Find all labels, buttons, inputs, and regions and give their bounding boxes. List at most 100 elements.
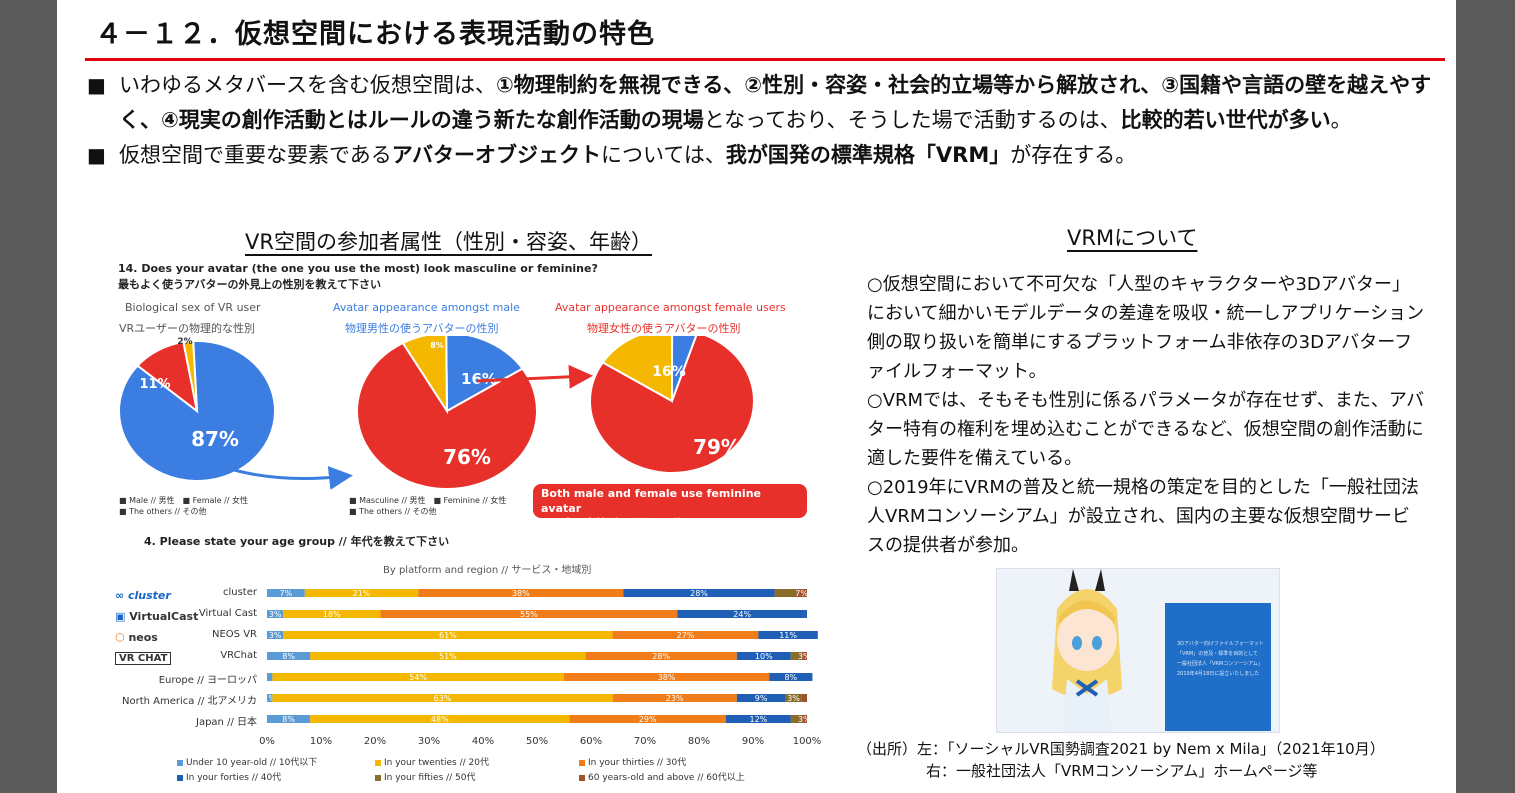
callout-box: Both male and female use feminine avatar… bbox=[533, 484, 807, 530]
pie2-legend: ■ Masculine // 男性 ■ Feminine // 女性 bbox=[349, 496, 507, 505]
legend-swatch bbox=[177, 759, 183, 766]
page-title: ４－１２．仮想空間における表現活動の特色 bbox=[95, 19, 655, 50]
age-bar-segment bbox=[785, 694, 802, 702]
age-bar-segment bbox=[310, 715, 570, 723]
age-row-label: Virtual Cast bbox=[198, 608, 257, 619]
age-bar-segment bbox=[310, 652, 586, 660]
pie2-title-en: Avatar appearance amongst male bbox=[333, 301, 520, 314]
callout-ja: 男も女も女性型アバターを使う bbox=[541, 517, 695, 530]
age-bar-label: 38% bbox=[512, 589, 530, 598]
age-bar-label: 27% bbox=[677, 631, 695, 640]
age-bar-label: 10% bbox=[755, 652, 773, 661]
pie-label: 87% bbox=[191, 427, 239, 451]
pie1-title-en: Biological sex of VR user bbox=[125, 301, 261, 314]
x-tick-label: 80% bbox=[688, 736, 710, 747]
pie-slice bbox=[601, 336, 674, 403]
age-row-label: North America // 北アメリカ bbox=[122, 696, 257, 707]
age-bar-segment bbox=[267, 673, 273, 681]
x-tick-label: 30% bbox=[418, 736, 440, 747]
arrow-blue bbox=[196, 454, 353, 490]
age-bar-label: 3% bbox=[787, 694, 800, 703]
age-bar-segment bbox=[736, 652, 791, 660]
age-stacked-bars: 7% 21% 38% 28% 7% 3% 18% 55% 24% 3% 61% 27% 11% 8% 51%… bbox=[259, 589, 822, 747]
age-bar-segment bbox=[267, 589, 305, 597]
callout-en: Both male and female use feminine avatar bbox=[541, 487, 761, 515]
pie-female-avatar: 5%79%16% bbox=[589, 336, 755, 474]
q14-ja: 最もよく使うアバターの外見上の性別を教えて下さい bbox=[118, 278, 382, 291]
vrm-item: ○2019年にVRMの普及と統一規格の策定を目的とした「一般社団法人VRMコンソ… bbox=[867, 477, 1419, 556]
pie-biological-sex: 87% 11% 2% bbox=[118, 337, 276, 482]
pie3-title-ja: 物理女性の使うアバターの性別 bbox=[587, 322, 741, 335]
cluster-logo-icon: ∞ bbox=[115, 589, 128, 602]
age-row-label: Europe // ヨーロッパ bbox=[158, 675, 257, 686]
age-bar-label: 7% bbox=[795, 589, 808, 598]
right-section-title: VRMについて bbox=[1067, 226, 1198, 250]
avatar-illustration-icon bbox=[997, 569, 1279, 732]
age-bar-label: 48% bbox=[431, 715, 449, 724]
age-row-label: Japan // 日本 bbox=[196, 717, 257, 728]
pie2-legend-others: ■ The others // その他 bbox=[349, 507, 437, 516]
age-bar-label: 3% bbox=[269, 610, 282, 619]
source-line-2: 右：一般社団法人「VRMコンソーシアム」ホームページ等 bbox=[926, 762, 1318, 780]
pie-label: 2% bbox=[177, 337, 192, 347]
age-bar-label: 8% bbox=[282, 715, 295, 724]
age-bar-label: 55% bbox=[520, 610, 538, 619]
age-legend-item: Under 10 year-old // 10代以下 bbox=[177, 755, 317, 768]
vrm-item: ○仮想空間において不可欠な「人型のキャラクターや3Dアバター」において細かいモデ… bbox=[867, 274, 1425, 382]
x-tick-label: 20% bbox=[364, 736, 386, 747]
legend-swatch bbox=[375, 774, 381, 781]
pie-male-avatar: 16% 76% 8% bbox=[356, 336, 538, 490]
age-bar-segment bbox=[612, 694, 737, 702]
age-bar-segment bbox=[272, 694, 613, 702]
x-tick-label: 10% bbox=[310, 736, 332, 747]
age-bar-label: 8% bbox=[784, 673, 797, 682]
age-chart-title: 4. Please state your age group // 年代を教えて… bbox=[144, 535, 450, 548]
age-bar-label: 63% bbox=[434, 694, 452, 703]
age-bar-segment bbox=[267, 715, 311, 723]
pie-charts: 87% 11% 2% 16%76%8% 5%79%16% bbox=[118, 336, 755, 490]
bullet-item: ■ 仮想空間で重要な要素であるアバターオブジェクトについては、我が国発の標準規格… bbox=[87, 138, 1447, 173]
age-row-label: cluster bbox=[222, 587, 257, 598]
age-bar-label: 51% bbox=[439, 652, 457, 661]
age-bar-label: 54% bbox=[409, 673, 427, 682]
age-bar-segment bbox=[418, 589, 624, 597]
age-bar-label: 28% bbox=[652, 652, 670, 661]
age-row-label: NEOS VR bbox=[212, 629, 257, 640]
left-section-title: VR空間の参加者属性（性別・容姿、年齢） bbox=[245, 230, 652, 254]
age-bar-segment bbox=[612, 631, 759, 639]
age-bar-segment bbox=[677, 610, 807, 618]
age-bar-segment bbox=[267, 694, 273, 702]
x-tick-label: 50% bbox=[526, 736, 548, 747]
age-legend-item: In your fifties // 50代 bbox=[375, 770, 476, 783]
pie-slice bbox=[445, 336, 525, 413]
x-tick-label: 0% bbox=[259, 736, 275, 747]
age-bar-label: 23% bbox=[666, 694, 684, 703]
pie1-legend-others: ■ The others // その他 bbox=[119, 507, 207, 516]
title-rule bbox=[85, 58, 1445, 61]
age-bar-label: 7% bbox=[280, 589, 293, 598]
age-legend-item: 60 years-old and above // 60代以上 bbox=[579, 770, 745, 783]
brand-vrchat: VR CHAT bbox=[115, 652, 172, 665]
x-tick-label: 100% bbox=[793, 736, 822, 747]
homepage-text: 3Dアバター向けファイルフォーマット 「VRM」の普及・標準を目的として 一般社… bbox=[1177, 641, 1264, 677]
pie-slice bbox=[182, 340, 198, 412]
age-chart-subtitle: By platform and region // サービス・地域別 bbox=[383, 565, 592, 576]
age-bar-label: 8% bbox=[282, 652, 295, 661]
bullet-list: ■ いわゆるメタバースを含む仮想空間は、①物理制約を無視できる、②性別・容姿・社… bbox=[87, 68, 1447, 173]
legend-swatch bbox=[177, 774, 183, 781]
vrm-homepage-image: 3Dアバター向けファイルフォーマット 「VRM」の普及・標準を目的として 一般社… bbox=[996, 568, 1280, 733]
pie-label: 11% bbox=[139, 377, 170, 392]
age-bar-label: 21% bbox=[353, 589, 371, 598]
brand-virtualcast: ▣ VirtualCast bbox=[115, 610, 199, 623]
survey-figure: 14. Does your avatar (the one you use th… bbox=[107, 258, 827, 793]
age-bar-segment bbox=[758, 631, 818, 639]
age-bar-label: 1% bbox=[263, 694, 276, 703]
x-tick-label: 60% bbox=[580, 736, 602, 747]
bullet-marker: ■ bbox=[87, 143, 106, 167]
age-bar-label: 12% bbox=[750, 715, 768, 724]
age-bar-label: 3% bbox=[269, 631, 282, 640]
q14-en: 14. Does your avatar (the one you use th… bbox=[118, 262, 598, 275]
legend-swatch bbox=[579, 759, 585, 766]
age-bar-label: 61% bbox=[439, 631, 457, 640]
pie1-title-ja: VRユーザーの物理的な性別 bbox=[119, 322, 255, 335]
